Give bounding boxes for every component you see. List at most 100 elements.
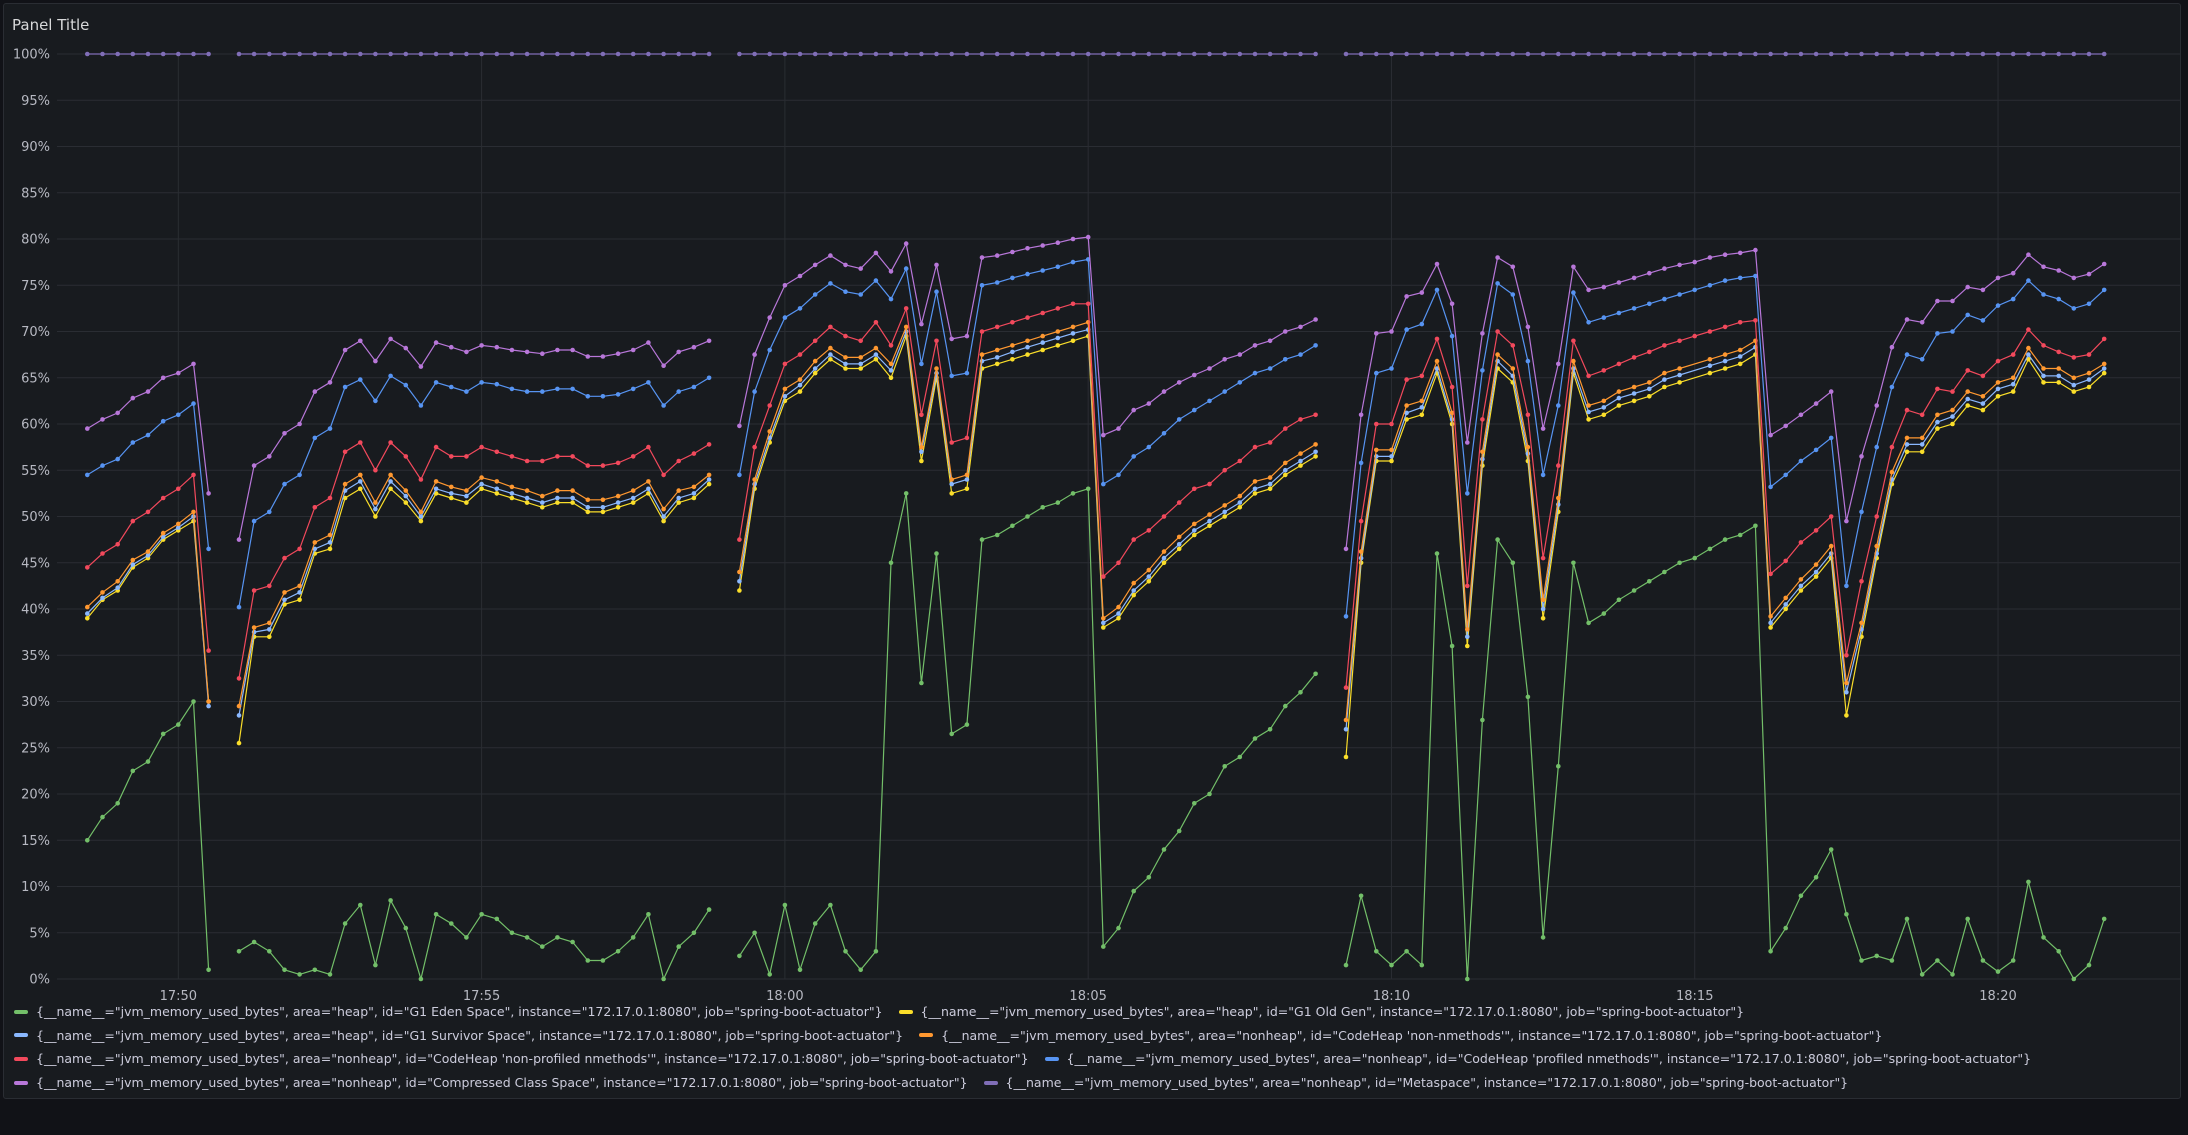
data-point (1449, 51, 1455, 57)
data-point (1131, 454, 1136, 459)
data-point (828, 324, 833, 330)
data-point (1222, 514, 1227, 519)
data-point (1449, 643, 1455, 649)
legend-item[interactable]: {__name__="jvm_memory_used_bytes", area=… (1044, 1051, 2032, 1067)
data-point (1343, 754, 1349, 760)
data-point (1556, 495, 1561, 501)
data-point (873, 345, 879, 351)
data-point (1510, 292, 1516, 297)
data-point (160, 51, 166, 57)
data-point (2026, 252, 2031, 257)
data-point (737, 579, 742, 584)
legend-item[interactable]: {__name__="jvm_memory_used_bytes", area=… (919, 1028, 1882, 1043)
data-point (1313, 317, 1318, 322)
data-point (1647, 51, 1652, 57)
data-point (449, 51, 454, 57)
data-point (1631, 588, 1637, 593)
data-point (1192, 801, 1197, 806)
data-point (1540, 616, 1546, 621)
data-point (1101, 620, 1106, 626)
data-point (691, 451, 697, 456)
data-point (812, 366, 818, 371)
data-point (615, 351, 621, 357)
data-point (1722, 252, 1728, 257)
data-point (206, 546, 211, 552)
data-point (1677, 366, 1682, 371)
data-point (1980, 407, 1986, 413)
data-point (2101, 370, 2107, 376)
data-point (524, 458, 530, 464)
data-point (1859, 620, 1864, 626)
legend-item[interactable]: {__name__="jvm_memory_used_bytes", area=… (898, 1004, 1744, 1019)
legend-item[interactable]: {__name__="jvm_memory_used_bytes", area=… (14, 1075, 968, 1090)
data-point (449, 921, 454, 926)
legend-item[interactable]: {__name__="jvm_memory_used_bytes", area=… (14, 1051, 1029, 1066)
data-point (1768, 625, 1773, 630)
data-point (509, 930, 515, 936)
data-point (1070, 491, 1076, 496)
data-point (115, 542, 120, 547)
data-point (1252, 343, 1258, 348)
data-point (2026, 352, 2031, 357)
data-point (858, 338, 863, 344)
data-point (903, 266, 909, 271)
legend-swatch (898, 1009, 913, 1014)
y-tick-label: 60% (21, 418, 50, 433)
data-point (206, 51, 211, 57)
legend-swatch (919, 1033, 934, 1038)
data-point (418, 514, 424, 519)
data-point (358, 472, 363, 478)
data-point (888, 361, 894, 367)
data-point (843, 355, 848, 360)
data-point (130, 518, 136, 524)
data-point (555, 347, 560, 353)
legend-label: {__name__="jvm_memory_used_bytes", area=… (1066, 1051, 2032, 1067)
data-point (1070, 259, 1076, 265)
data-point (373, 500, 378, 505)
data-point (1010, 275, 1015, 281)
data-point (2010, 381, 2016, 387)
data-point (1404, 417, 1409, 422)
panel-title[interactable]: Panel Title (12, 16, 90, 34)
data-point (342, 449, 348, 455)
data-point (1798, 577, 1804, 582)
data-point (2056, 380, 2061, 385)
data-point (1950, 298, 1955, 304)
y-tick-label: 40% (21, 603, 50, 618)
data-point (1343, 727, 1349, 732)
data-point (130, 768, 136, 774)
data-point (1783, 925, 1788, 931)
data-point (433, 479, 439, 484)
series-line (738, 236, 1316, 436)
data-point (342, 921, 348, 926)
legend-swatch (14, 1056, 28, 1061)
data-point (1919, 320, 1925, 325)
data-point (1783, 472, 1788, 478)
data-point (1783, 606, 1788, 612)
legend-item[interactable]: {__name__="jvm_memory_used_bytes", area=… (983, 1075, 1848, 1090)
data-point (1737, 354, 1743, 359)
data-point (1844, 653, 1849, 658)
data-point (1798, 583, 1804, 589)
data-point (919, 444, 924, 450)
data-point (388, 486, 393, 492)
data-point (373, 358, 378, 364)
data-point (1586, 373, 1591, 379)
data-point (1267, 486, 1273, 492)
data-point (585, 51, 591, 57)
data-point (160, 731, 166, 737)
data-point (1768, 571, 1773, 577)
data-point (327, 380, 333, 385)
time-series-chart[interactable]: 0% 5% 10% 15% 20% 25% 30% 35% 40% 45% 50% 55% 60% 65%… (4, 4, 2182, 1004)
data-point (2101, 51, 2107, 57)
y-tick-label: 45% (21, 556, 50, 571)
x-tick-label: 17:55 (463, 989, 500, 1004)
legend-item[interactable]: {__name__="jvm_memory_used_bytes", area=… (14, 1028, 903, 1043)
data-point (1161, 514, 1167, 519)
legend-item[interactable]: {__name__="jvm_memory_used_bytes", area=… (14, 1004, 883, 1019)
data-point (1556, 361, 1561, 367)
data-point (888, 296, 894, 302)
data-point (115, 579, 120, 584)
data-point (873, 51, 879, 57)
data-point (1965, 389, 1970, 394)
